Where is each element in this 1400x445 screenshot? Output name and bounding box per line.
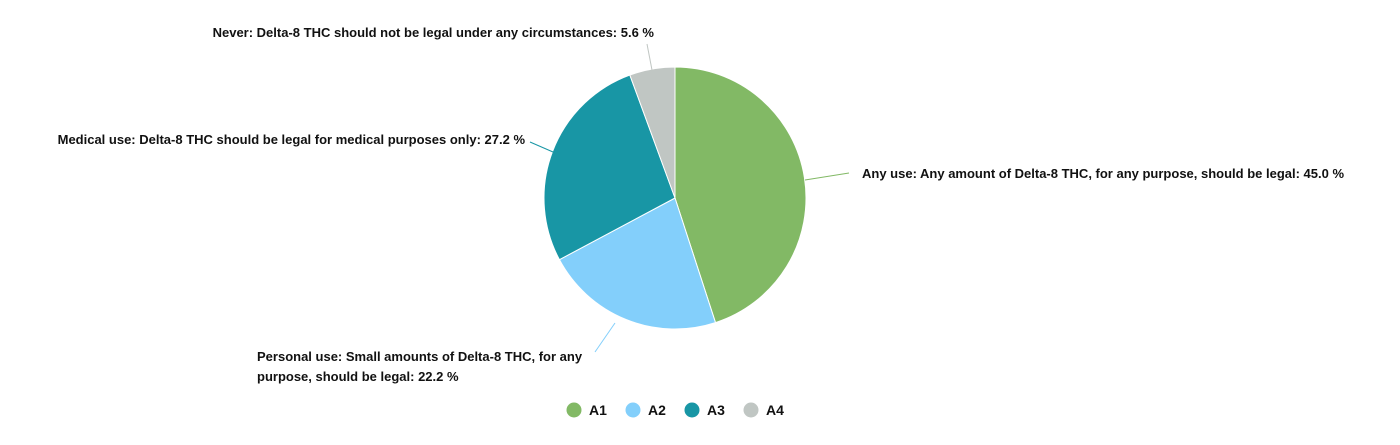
legend-label-a1[interactable]: A1 <box>589 402 607 418</box>
connector-a2 <box>594 322 616 353</box>
connector-a3 <box>529 141 554 153</box>
slice-label-a1: Any use: Any amount of Delta-8 THC, for … <box>862 166 1344 181</box>
pie-slice-a2[interactable] <box>558 197 717 330</box>
connector-a1 <box>804 172 850 181</box>
legend-marker-a2[interactable] <box>625 402 641 418</box>
slice-label-a4: Never: Delta-8 THC should not be legal u… <box>213 25 655 40</box>
slice-labels: Any use: Any amount of Delta-8 THC, for … <box>58 25 1345 384</box>
slice-label-a2: Personal use: Small amounts of Delta-8 T… <box>257 349 583 384</box>
pie-slices <box>543 66 807 330</box>
legend-label-a2[interactable]: A2 <box>648 402 666 418</box>
legend: A1 A2 A3 A4 <box>566 402 784 418</box>
legend-marker-a3[interactable] <box>684 402 700 418</box>
pie-slice-a1[interactable] <box>674 66 807 324</box>
connector-a4 <box>646 43 653 71</box>
legend-label-a4[interactable]: A4 <box>766 402 784 418</box>
legend-marker-a4[interactable] <box>743 402 759 418</box>
legend-label-a3[interactable]: A3 <box>707 402 725 418</box>
legend-marker-a1[interactable] <box>566 402 582 418</box>
slice-label-a3: Medical use: Delta-8 THC should be legal… <box>58 132 526 147</box>
label-connectors <box>529 43 850 353</box>
